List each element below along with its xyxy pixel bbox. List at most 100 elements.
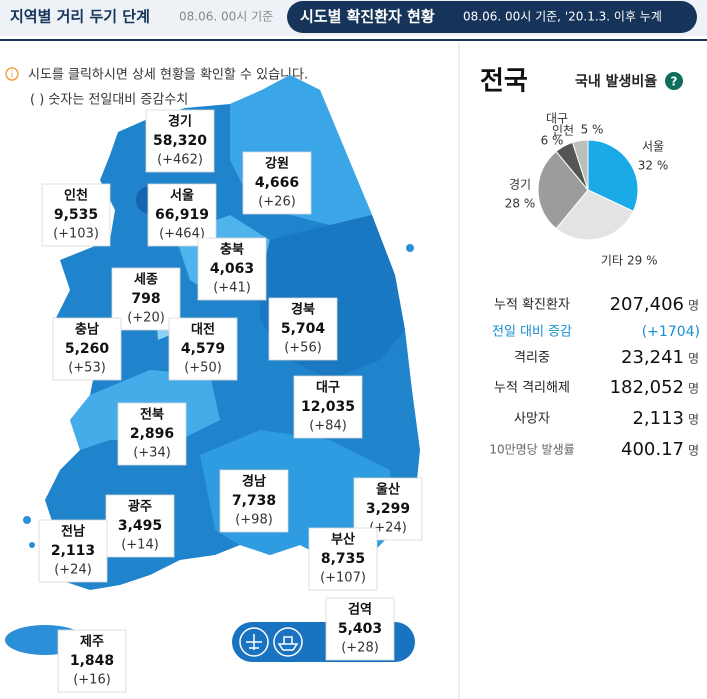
- island: [23, 516, 31, 524]
- region-count: 4,666: [255, 175, 299, 191]
- region-label[interactable]: 부산 8,735 (+107): [308, 527, 378, 591]
- region-count: 5,403: [338, 621, 382, 637]
- region-count: 66,919: [155, 207, 209, 223]
- info-icon: [5, 67, 19, 81]
- region-count: 5,260: [65, 341, 110, 357]
- region-name: 세종: [134, 273, 158, 288]
- region-label[interactable]: 경남 7,738 (+98): [219, 469, 289, 533]
- region-label[interactable]: 강원 4,666 (+26): [242, 151, 312, 215]
- tab-title[interactable]: 지역별 거리 두기 단계: [10, 8, 150, 26]
- region-count: 8,735: [321, 551, 365, 567]
- stat-label: 전일 대비 증감: [492, 325, 572, 340]
- stat-unit: 명: [688, 444, 699, 458]
- label-box: [242, 151, 312, 215]
- region-change: (+41): [213, 281, 251, 296]
- tab-title[interactable]: 시도별 확진환자 현황: [300, 8, 435, 26]
- region-name: 경남: [242, 474, 266, 490]
- region-name: 경기: [168, 114, 192, 130]
- region-name: 전남: [61, 524, 85, 540]
- region-label[interactable]: 전북 2,896 (+34): [117, 402, 187, 466]
- region-label[interactable]: 경북 5,704 (+56): [268, 297, 338, 361]
- pie-value-label: 32 %: [638, 159, 669, 173]
- region-label[interactable]: 제주 1,848 (+16): [57, 629, 127, 693]
- stat-value: 207,406: [610, 294, 684, 315]
- panel-title: 전국: [480, 67, 528, 97]
- region-name: 대구: [316, 381, 340, 396]
- region-name: 강원: [265, 156, 289, 172]
- label-box: [41, 183, 111, 247]
- region-change: (+24): [54, 563, 92, 578]
- region-count: 2,113: [51, 543, 95, 559]
- region-name: 제주: [80, 635, 104, 650]
- region-label[interactable]: 대전 4,579 (+50): [168, 317, 238, 381]
- region-label[interactable]: 인천 9,535 (+103): [41, 183, 111, 247]
- region-name: 인천: [64, 188, 88, 204]
- region-change: (+20): [127, 311, 165, 326]
- region-label[interactable]: 대구 12,035 (+84): [293, 375, 363, 439]
- island: [406, 244, 414, 252]
- pie-label: 기타: [601, 254, 623, 268]
- region-change: (+462): [157, 153, 203, 168]
- pie-value-label: 6 %: [541, 134, 564, 148]
- region-label[interactable]: 광주 3,495 (+14): [105, 494, 175, 558]
- region-label[interactable]: 전남 2,113 (+24): [38, 519, 108, 583]
- region-count: 9,535: [54, 207, 98, 223]
- label-box: [117, 402, 187, 466]
- island: [29, 542, 35, 548]
- airplane-glyph: [246, 634, 262, 650]
- region-label[interactable]: 서울 66,919 (+464): [147, 183, 217, 247]
- pie-label: 경기: [509, 178, 531, 192]
- stat-label: 사망자: [514, 412, 550, 427]
- label-box: [293, 375, 363, 439]
- region-label[interactable]: 충북 4,063 (+41): [197, 237, 267, 301]
- region-count: 798: [131, 291, 160, 307]
- region-change: (+53): [68, 361, 106, 376]
- help-glyph[interactable]: ?: [671, 75, 678, 89]
- notice-text: 시도를 클릭하시면 상세 현황을 확인할 수 있습니다.: [28, 68, 308, 83]
- stat-value: 400.17: [621, 439, 684, 460]
- pie-value-label: 5 %: [581, 123, 604, 137]
- pie-title: 국내 발생비율: [575, 73, 657, 90]
- region-name: 부산: [331, 532, 355, 548]
- stat-value: 182,052: [610, 377, 684, 398]
- region-change: (+107): [320, 571, 366, 586]
- label-box: [57, 629, 127, 693]
- pie-slice: [537, 150, 589, 230]
- label-box: [268, 297, 338, 361]
- region-labels: 경기 58,320 (+462) 강원 4,666 (+26) 인천 9,535 (+103) 서…: [38, 109, 423, 693]
- region-change: (+26): [258, 195, 296, 210]
- region-name: 대전: [191, 322, 215, 338]
- stat-unit: 명: [688, 352, 699, 366]
- region-change: (+98): [235, 513, 273, 528]
- label-box: [325, 597, 395, 661]
- pie-slice: [555, 189, 634, 241]
- region-label[interactable]: 검역 5,403 (+28): [325, 597, 395, 661]
- pie-label: 대구: [546, 112, 568, 126]
- pie-chart: 서울 32 % 기타 29 % 경기 28 % 인천6 % 대구 5 %: [505, 112, 669, 268]
- stat-label: 격리중: [514, 351, 550, 366]
- label-box: [52, 317, 122, 381]
- stat-unit: 명: [688, 382, 699, 396]
- stat-value: (+1704): [642, 324, 700, 340]
- region-count: 1,848: [70, 653, 114, 669]
- active-tab[interactable]: [287, 1, 697, 33]
- region-count: 5,704: [281, 321, 326, 337]
- region-change: (+34): [133, 446, 171, 461]
- region-change: (+84): [309, 419, 347, 434]
- region-name: 충남: [75, 322, 99, 338]
- label-box: [147, 183, 217, 247]
- label-box: [38, 519, 108, 583]
- stat-label: 누적 격리해제: [494, 381, 570, 396]
- stat-unit: 명: [688, 299, 699, 313]
- tab-date: 08.06. 00시 기준: [179, 10, 273, 24]
- pie-value-label: 29 %: [627, 254, 658, 268]
- stat-label: 10만명당 발생률: [489, 443, 574, 457]
- help-icon[interactable]: [665, 72, 683, 90]
- notice-text: ( ) 숫자는 전일대비 증감수치: [30, 93, 188, 108]
- region-count: 3,299: [366, 501, 410, 517]
- region-label[interactable]: 경기 58,320 (+462): [145, 109, 215, 173]
- region-label[interactable]: 충남 5,260 (+53): [52, 317, 122, 381]
- region-change: (+28): [341, 641, 379, 656]
